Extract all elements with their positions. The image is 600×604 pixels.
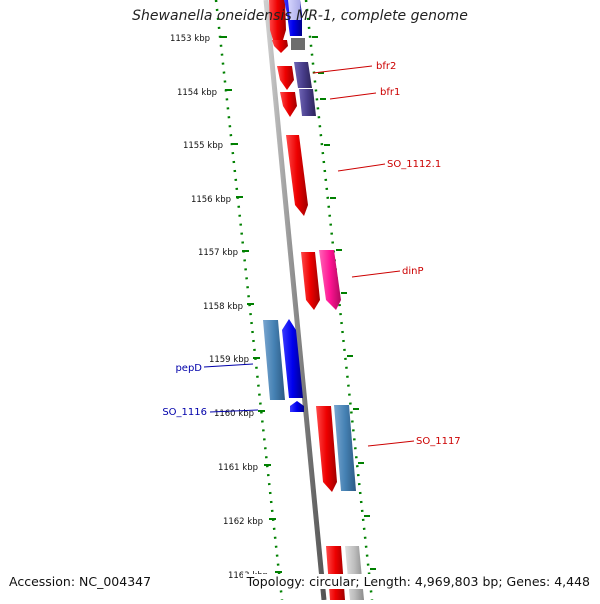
- bfr2-label[interactable]: bfr2: [376, 61, 396, 72]
- tick-label-1155: 1155 kbp: [183, 141, 223, 151]
- pepd-callout-line: [203, 363, 254, 368]
- so-1117-gene[interactable]: [334, 405, 356, 491]
- bfr1-callout-line: [329, 92, 377, 100]
- tick-label-1153: 1153 kbp: [170, 34, 210, 44]
- tick-label-1158: 1158 kbp: [203, 302, 243, 312]
- bfr2-callout-line: [312, 65, 373, 74]
- bfr2-gene[interactable]: [294, 62, 312, 88]
- so-1112-1-label[interactable]: SO_1112.1: [387, 159, 441, 170]
- dinp-gene[interactable]: [319, 250, 341, 310]
- gene-feature[interactable]: [326, 546, 345, 600]
- pepd-gene[interactable]: [282, 319, 303, 398]
- so-1112-1-callout-line: [337, 163, 386, 172]
- inner-dotted-ring: [214, 0, 284, 601]
- blast-hit-feature[interactable]: [263, 320, 285, 400]
- gene-feature[interactable]: [269, 0, 286, 48]
- gene-feature[interactable]: [291, 38, 305, 50]
- tick-label-1154: 1154 kbp: [177, 88, 217, 98]
- gene-feature[interactable]: [277, 66, 294, 90]
- gene-feature[interactable]: [316, 406, 337, 492]
- dinp-label[interactable]: dinP: [402, 266, 424, 277]
- tick-label-1161: 1161 kbp: [218, 463, 258, 473]
- tick-label-1160: 1160 kbp: [214, 409, 254, 419]
- so-1116-callout-line: [209, 409, 259, 413]
- tick-labels: 1153 kbp 1154 kbp 1155 kbp 1156 kbp 1157…: [170, 34, 268, 581]
- tick-marks: [220, 36, 376, 573]
- so-1116-gene[interactable]: [290, 401, 304, 412]
- gene-feature[interactable]: [280, 92, 297, 117]
- so-1116-label[interactable]: SO_1116: [162, 407, 207, 418]
- map-title: Shewanella oneidensis MR-1, complete gen…: [132, 8, 468, 24]
- tick-label-1156: 1156 kbp: [191, 195, 231, 205]
- dinp-callout-line: [351, 270, 401, 278]
- bfr1-gene[interactable]: [299, 89, 316, 116]
- tick-label-1157: 1157 kbp: [198, 248, 238, 258]
- pepd-label[interactable]: pepD: [175, 363, 202, 374]
- gene-feature[interactable]: [272, 40, 288, 53]
- accession-text: Accession: NC_004347: [9, 574, 152, 589]
- so-1112-1-gene[interactable]: [286, 135, 308, 216]
- so-1117-callout-line: [367, 440, 415, 447]
- topology-text: Topology: circular; Length: 4,969,803 bp…: [242, 574, 590, 589]
- tick-label-1159: 1159 kbp: [209, 355, 249, 365]
- gene-feature[interactable]: [288, 0, 301, 20]
- outer-dotted-ring: [304, 0, 374, 601]
- bfr1-label[interactable]: bfr1: [380, 87, 400, 98]
- gene-feature[interactable]: [301, 252, 320, 310]
- gene-feature[interactable]: [345, 546, 364, 600]
- tick-label-1162: 1162 kbp: [223, 517, 263, 527]
- so-1117-label[interactable]: SO_1117: [416, 436, 461, 447]
- genome-backbone: [263, 0, 327, 601]
